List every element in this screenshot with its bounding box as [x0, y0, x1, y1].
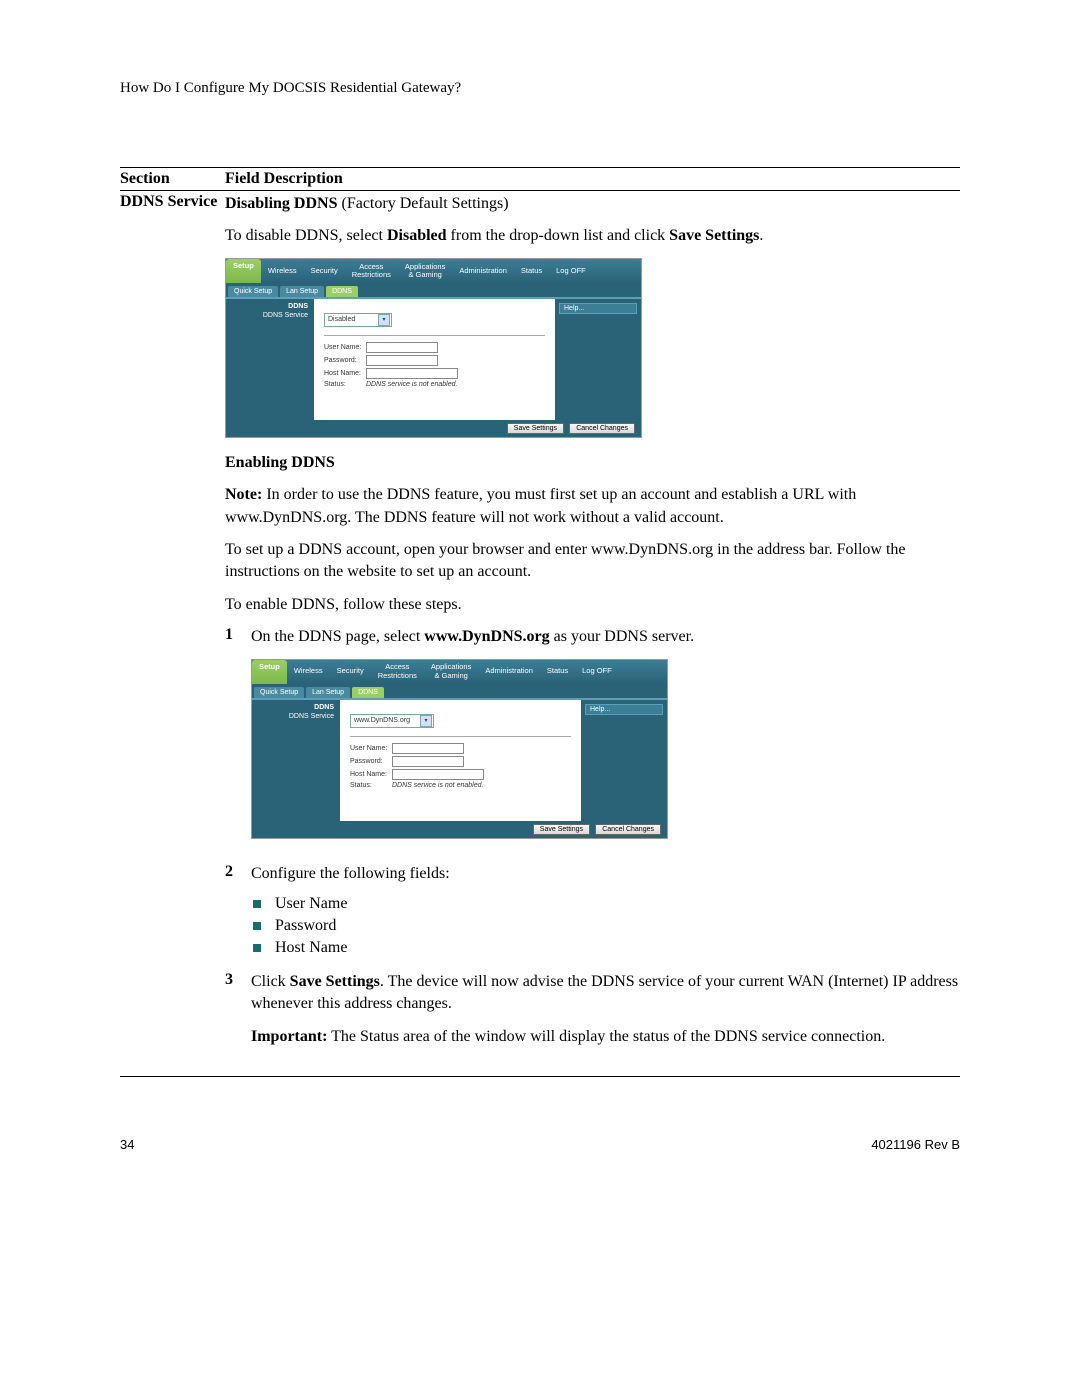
left-sub: DDNS Service	[226, 312, 308, 319]
left-title: DDNS	[226, 303, 308, 310]
tab-setup[interactable]: Setup	[226, 259, 261, 283]
ddns-select[interactable]: www.DynDNS.org ▾	[350, 714, 434, 728]
user-input[interactable]	[366, 342, 438, 353]
status-label: Status:	[350, 782, 392, 789]
tab-admin[interactable]: Administration	[478, 667, 540, 675]
user-label: User Name:	[324, 344, 366, 351]
square-bullet-icon	[253, 944, 261, 952]
ui-screenshot-disabled: Setup Wireless Security Access Restricti…	[225, 258, 642, 438]
left-title: DDNS	[252, 704, 334, 711]
step-1: 1 On the DDNS page, select www.DynDNS.or…	[225, 626, 960, 852]
tab-status[interactable]: Status	[514, 267, 549, 275]
tab-access[interactable]: Access Restrictions	[345, 263, 398, 280]
pass-input[interactable]	[392, 756, 464, 767]
col-field: Field Description	[225, 170, 960, 188]
save-button[interactable]: Save Settings	[533, 824, 590, 835]
bullet-user: User Name	[275, 895, 347, 913]
user-label: User Name:	[350, 745, 392, 752]
setup-text: To set up a DDNS account, open your brow…	[225, 539, 960, 584]
page-header: How Do I Configure My DOCSIS Residential…	[120, 80, 960, 97]
square-bullet-icon	[253, 900, 261, 908]
page-footer: 34 4021196 Rev B	[120, 1137, 960, 1152]
save-button[interactable]: Save Settings	[507, 423, 564, 434]
page-number: 34	[120, 1137, 134, 1152]
row-section: DDNS Service	[120, 193, 225, 1068]
tab-wireless[interactable]: Wireless	[287, 667, 330, 675]
chevron-down-icon: ▾	[420, 715, 432, 727]
follow-text: To enable DDNS, follow these steps.	[225, 594, 960, 616]
tab-wireless[interactable]: Wireless	[261, 267, 304, 275]
disable-title-bold: Disabling DDNS	[225, 195, 337, 212]
step-3: 3 Click Save Settings. The device will n…	[225, 971, 960, 1058]
tab-access[interactable]: Access Restrictions	[371, 663, 424, 680]
help-link[interactable]: Help...	[585, 704, 663, 715]
bullet-host: Host Name	[275, 939, 347, 957]
subtab-quick[interactable]: Quick Setup	[254, 687, 304, 698]
ddns-select-value: Disabled	[328, 316, 355, 323]
disable-title: Disabling DDNS (Factory Default Settings…	[225, 193, 960, 215]
enable-title: Enabling DDNS	[225, 452, 960, 474]
tab-security[interactable]: Security	[330, 667, 371, 675]
step-2: 2 Configure the following fields: User N…	[225, 863, 960, 961]
ui-screenshot-enabled: Setup Wireless Security Access Restricti…	[251, 659, 668, 839]
tab-apps[interactable]: Applications & Gaming	[424, 663, 478, 680]
tab-apps[interactable]: Applications & Gaming	[398, 263, 452, 280]
host-label: Host Name:	[350, 771, 392, 778]
subtab-lan[interactable]: Lan Setup	[306, 687, 350, 698]
tab-logoff[interactable]: Log OFF	[575, 667, 619, 675]
pass-label: Password:	[350, 758, 392, 765]
col-section: Section	[120, 170, 225, 188]
bullet-pass: Password	[275, 917, 336, 935]
help-link[interactable]: Help...	[559, 303, 637, 314]
status-label: Status:	[324, 381, 366, 388]
tab-setup[interactable]: Setup	[252, 660, 287, 684]
square-bullet-icon	[253, 922, 261, 930]
subtab-ddns[interactable]: DDNS	[352, 687, 384, 698]
tab-security[interactable]: Security	[304, 267, 345, 275]
pass-label: Password:	[324, 357, 366, 364]
pass-input[interactable]	[366, 355, 438, 366]
tab-logoff[interactable]: Log OFF	[549, 267, 593, 275]
cancel-button[interactable]: Cancel Changes	[569, 423, 635, 434]
doc-rev: 4021196 Rev B	[871, 1137, 960, 1152]
chevron-down-icon: ▾	[378, 314, 390, 326]
cancel-button[interactable]: Cancel Changes	[595, 824, 661, 835]
tab-status[interactable]: Status	[540, 667, 575, 675]
ddns-select-value: www.DynDNS.org	[354, 717, 410, 724]
left-sub: DDNS Service	[252, 713, 334, 720]
subtab-quick[interactable]: Quick Setup	[228, 286, 278, 297]
user-input[interactable]	[392, 743, 464, 754]
host-label: Host Name:	[324, 370, 366, 377]
description-table: Section Field Description DDNS Service D…	[120, 167, 960, 1077]
status-value: DDNS service is not enabled.	[366, 381, 457, 388]
subtab-ddns[interactable]: DDNS	[326, 286, 358, 297]
note-text: Note: In order to use the DDNS feature, …	[225, 484, 960, 529]
disable-title-rest: (Factory Default Settings)	[337, 195, 508, 212]
ddns-select[interactable]: Disabled ▾	[324, 313, 392, 327]
host-input[interactable]	[366, 368, 458, 379]
status-value: DDNS service is not enabled.	[392, 782, 483, 789]
subtab-lan[interactable]: Lan Setup	[280, 286, 324, 297]
tab-admin[interactable]: Administration	[452, 267, 514, 275]
disable-text: To disable DDNS, select Disabled from th…	[225, 225, 960, 247]
host-input[interactable]	[392, 769, 484, 780]
